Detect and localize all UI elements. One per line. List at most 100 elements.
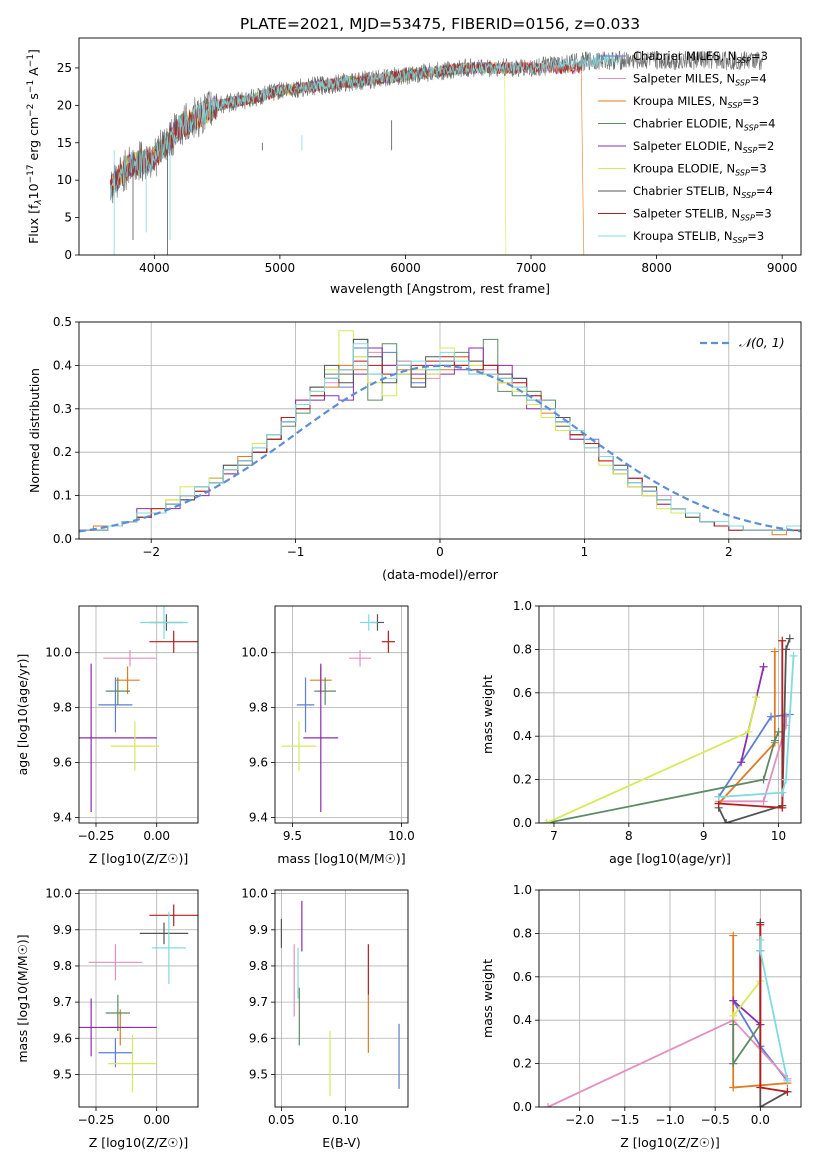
spectrum-xtick-label: 6000	[390, 261, 421, 275]
Z-weight-marker	[756, 946, 765, 955]
Z-weight-ylabel: mass weight	[480, 959, 495, 1038]
residuals-ytick-label: 0.3	[53, 402, 72, 416]
age-weight-marker	[737, 758, 746, 767]
Z-age-point-8	[149, 630, 198, 653]
legend-sub: SSP	[744, 124, 759, 133]
mass-age-point-5	[303, 663, 339, 813]
Z-mass-point-8	[149, 904, 198, 927]
legend-name: Salpeter STELIB, N	[633, 207, 740, 221]
age-weight-ytick-label: 0.8	[513, 642, 532, 656]
age-weight-marker	[770, 647, 779, 656]
legend-suffix: =3	[747, 229, 764, 243]
mass-age-ytick-label: 9.6	[249, 756, 268, 770]
age-weight-ytick-label: 1.0	[513, 599, 532, 613]
Z-weight-marker	[729, 1059, 738, 1068]
Z-mass-ylabel: mass [log10(M/M☉)]	[15, 934, 30, 1062]
Z-age-xlabel: Z [log10(Z/Z☉)]	[89, 851, 189, 866]
spectrum-ylabel-part: A	[26, 67, 41, 80]
spectrum-ytick-label: 10	[57, 173, 72, 187]
ebv-mass-plot	[280, 900, 400, 1097]
spectrum-axes: 4000 5000 6000 7000 8000 9000 0 5 10 15 20 25 wavele…	[26, 37, 802, 296]
ebv-mass-ytick-label: 9.8	[249, 959, 268, 973]
age-weight-marker	[752, 693, 761, 702]
residuals-ytick-label: 0.4	[53, 358, 72, 372]
Z-mass-ytick-label: 9.6	[53, 1031, 72, 1045]
age-weight-marker	[767, 712, 776, 721]
Z-mass-point-7	[139, 922, 189, 945]
Z-weight-ytick-label: 1.0	[513, 883, 532, 897]
Z-weight-marker	[783, 1087, 792, 1096]
legend-name: Kroupa ELODIE, N	[633, 162, 735, 176]
Z-weight-frame	[538, 889, 802, 1108]
legend-name: Chabrier STELIB, N	[633, 184, 741, 198]
Z-weight-ytick-label: 0.0	[513, 1100, 532, 1114]
age-weight-series-3	[718, 651, 776, 805]
spectrum-ylabel-part: −17	[26, 164, 36, 183]
age-weight-marker	[759, 662, 768, 671]
Z-weight-xtick-label: 0.0	[751, 1113, 770, 1127]
legend-label-8: Salpeter STELIB, NSSP=3	[633, 207, 772, 223]
spectrum-ylabel-part: −2	[26, 104, 36, 117]
Z-weight-series-6	[732, 980, 762, 1017]
age-weight-series-2	[718, 716, 787, 803]
age-weight-xtick-label: 7	[550, 829, 558, 843]
legend-sub: SSP	[740, 214, 755, 223]
Z-age-point-2	[103, 649, 157, 667]
age-weight-plot	[542, 634, 798, 823]
age-weight-marker	[714, 792, 723, 801]
legend-label-7: Chabrier STELIB, NSSP=4	[633, 184, 773, 200]
mass-age-frame	[274, 605, 409, 824]
ebv-mass-frame	[274, 889, 409, 1108]
spectrum-ylabel-part: −1	[26, 80, 36, 93]
Z-mass-point-6	[108, 1034, 157, 1093]
age-weight-series-4	[546, 731, 780, 823]
spectrum-xlabel: wavelength [Angstrom, rest frame]	[330, 281, 550, 296]
ebv-mass-xlabel: E(B-V)	[322, 1135, 361, 1150]
ebv-mass-xtick-label: 0.05	[268, 1113, 295, 1127]
spectrum-frame	[78, 37, 802, 256]
spectrum-ylabel-part: λ	[34, 199, 44, 205]
legend-sub: SSP	[733, 236, 748, 245]
Z-weight-marker	[756, 935, 765, 944]
age-weight-ytick-label: 0.0	[513, 816, 532, 830]
mass-age-ytick-label: 9.8	[249, 701, 268, 715]
spectrum-ylabel-part: −1	[26, 54, 36, 67]
legend-label-1: Chabrier MILES, NSSP=3	[633, 49, 768, 65]
Z-weight-marker	[729, 996, 738, 1005]
legend-sub: SSP	[735, 169, 750, 178]
age-weight-xtick-label: 10	[771, 829, 786, 843]
legend-suffix: =4	[756, 184, 773, 198]
Z-mass-axes: −0.25 0.00 9.5 9.6 9.7 9.8 9.9 10.0 Z [log10(Z/Z…	[15, 887, 199, 1150]
Z-mass-point-1	[98, 1038, 133, 1068]
Z-weight-xlabel: Z [log10(Z/Z☉)]	[620, 1135, 720, 1150]
mass-age-point-2	[349, 649, 371, 667]
legend-suffix: =2	[757, 139, 774, 153]
legend-suffix: =4	[759, 117, 776, 131]
legend-label-2: Salpeter MILES, NSSP=4	[633, 72, 767, 88]
ebv-mass-axes: 0.05 0.10 9.5 9.6 9.7 9.8 9.9 10.0 E(B-V)	[241, 887, 409, 1150]
spectrum-ytick-label: 25	[57, 61, 72, 75]
spectrum-series-9	[110, 53, 620, 199]
legend-label-3: Kroupa MILES, NSSP=3	[633, 94, 759, 110]
age-weight-xtick-label: 8	[625, 829, 633, 843]
age-weight-marker	[759, 797, 768, 806]
Z-weight-marker	[756, 920, 765, 929]
Z-mass-ytick-label: 9.7	[53, 995, 72, 1009]
mass-age-point-6	[281, 721, 317, 771]
Z-mass-ytick-label: 9.9	[53, 923, 72, 937]
residuals-xtick-label: 0	[436, 545, 444, 559]
Z-weight-marker	[729, 1083, 738, 1092]
residuals-axes: −2 −1 0 1 2 0.0 0.1 0.2 0.3 0.4 0.5 𝒩(0, 1) (data-mo…	[27, 315, 802, 582]
spectrum-ylabel-part: s	[26, 93, 41, 104]
Z-mass-ytick-label: 10.0	[45, 887, 72, 901]
residuals-ytick-label: 0.0	[53, 532, 72, 546]
age-weight-marker	[774, 727, 783, 736]
Z-weight-xtick-label: −2.0	[565, 1113, 594, 1127]
Z-weight-marker	[783, 1076, 792, 1085]
legend-label-6: Kroupa ELODIE, NSSP=3	[633, 162, 767, 178]
legend-suffix: =3	[755, 207, 772, 221]
Z-weight-ytick-label: 0.4	[513, 1013, 532, 1027]
legend-name: Chabrier MILES, N	[633, 49, 736, 63]
